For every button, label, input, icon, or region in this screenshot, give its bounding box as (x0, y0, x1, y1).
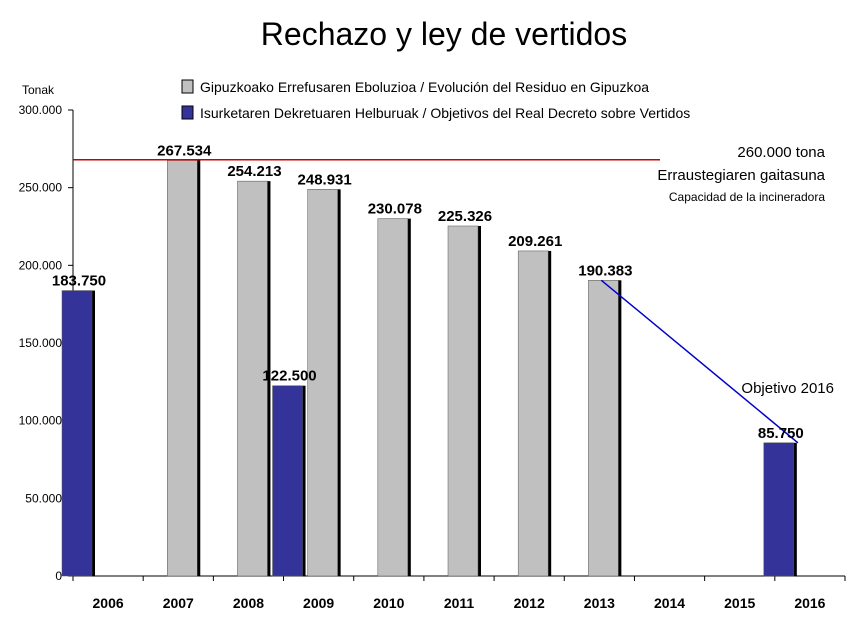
axes: 0 50.000 100.000 150.000 200.000 250.000 300.0… (19, 103, 846, 611)
data-label: 225.326 (438, 208, 492, 225)
x-tick-label: 2011 (444, 595, 475, 611)
x-tick-label: 2013 (584, 595, 615, 611)
reference-line-label-es: Capacidad de la incineradora (669, 190, 825, 204)
bar (447, 225, 479, 577)
x-tick-label: 2014 (654, 595, 685, 611)
x-tick-label: 2010 (373, 595, 404, 611)
data-label: 248.931 (298, 171, 352, 188)
data-label: 122.500 (262, 368, 316, 385)
y-tick-label: 50.000 (25, 491, 62, 505)
legend-label-residuo: Gipuzkoako Errefusaren Eboluzioa / Evolu… (200, 79, 649, 95)
bar (588, 280, 619, 577)
y-tick-label: 300.000 (19, 103, 63, 117)
x-tick-label: 2007 (163, 595, 194, 611)
data-label: 190.383 (578, 262, 632, 279)
data-label: 254.213 (227, 163, 281, 180)
bar (167, 160, 198, 577)
bar (763, 442, 795, 577)
y-tick-label: 0 (55, 569, 62, 583)
y-tick-label: 150.000 (19, 336, 63, 350)
x-tick-label: 2008 (233, 595, 264, 611)
bar (61, 290, 93, 577)
y-tick-label: 200.000 (19, 258, 63, 272)
y-axis-label: Tonak (22, 83, 55, 97)
bar (377, 218, 409, 577)
lines (73, 158, 799, 444)
bar (272, 385, 303, 577)
chart-title: Rechazo y ley de vertidos (261, 16, 627, 52)
x-tick-label: 2016 (794, 595, 825, 611)
x-tick-label: 2009 (303, 595, 334, 611)
reference-line-label: 260.000 tona (737, 144, 825, 161)
trend-line-label: Objetivo 2016 (741, 380, 834, 397)
y-tick-label: 250.000 (19, 181, 63, 195)
data-label: 230.078 (368, 201, 422, 218)
data-label: 209.261 (508, 233, 562, 250)
bar (237, 180, 268, 577)
data-label: 183.750 (52, 273, 106, 290)
bar (307, 189, 338, 577)
x-tick-label: 2006 (93, 595, 124, 611)
bars (61, 160, 797, 577)
legend-swatch-residuo (181, 79, 194, 94)
trend-line (600, 279, 799, 444)
y-tick-label: 100.000 (19, 414, 63, 428)
legend-label-objetivos: Isurketaren Dekretuaren Helburuak / Obje… (200, 105, 690, 121)
data-labels: 267.534 254.213 248.931 230.078 225.326 209.2… (52, 142, 804, 441)
data-label: 85.750 (758, 425, 804, 442)
x-tick-label: 2015 (724, 595, 755, 611)
legend-swatch-objetivos (181, 105, 194, 120)
reference-line-label-eu: Erraustegiaren gaitasuna (657, 167, 825, 184)
legend: Gipuzkoako Errefusaren Eboluzioa / Evolu… (181, 79, 690, 121)
data-label: 267.534 (157, 142, 212, 159)
x-tick-label: 2012 (514, 595, 545, 611)
bar (517, 250, 549, 577)
